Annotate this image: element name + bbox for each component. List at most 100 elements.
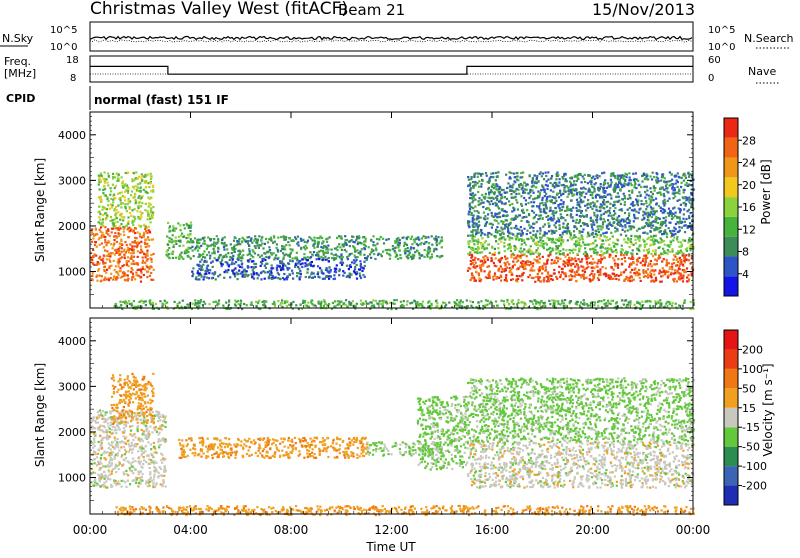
power-data-cell-7 [528,197,530,199]
power-data-cell-8 [228,300,230,302]
power-data-cell-6 [498,252,500,254]
power-data-cell-5 [671,263,673,265]
power-data-cell-7 [587,182,589,184]
power-data-cell-0 [104,249,106,251]
power-data-cell-5 [592,275,594,277]
power-data-cell-5 [492,253,494,255]
power-data-cell-7 [494,185,496,187]
power-data-cell-4 [333,278,335,280]
power-data-cell-8 [563,305,565,307]
power-data-cell-7 [624,226,626,228]
power-data-cell-1 [132,224,134,226]
power-data-cell-3 [324,256,326,258]
power-data-cell-0 [124,241,126,243]
power-data-cell-7 [484,215,486,217]
power-data-cell-5 [513,257,515,259]
power-data-cell-5 [482,262,484,264]
power-data-cell-5 [624,257,626,259]
power-data-cell-7 [499,186,501,188]
power-data-cell-4 [206,265,208,267]
power-data-cell-1 [141,175,143,177]
power-data-cell-4 [284,265,286,267]
power-data-cell-7 [681,177,683,179]
power-data-cell-7 [680,209,682,211]
power-data-cell-7 [609,193,611,195]
power-data-cell-5 [551,262,553,264]
power-data-cell-2 [181,233,183,235]
power-data-cell-4 [311,261,313,263]
power-data-cell-4 [204,261,206,263]
power-data-cell-2 [166,235,168,237]
power-data-cell-3 [327,238,329,240]
power-data-cell-1 [99,211,101,213]
power-data-cell-7 [507,230,509,232]
power-data-cell-6 [558,251,560,253]
power-data-cell-6 [639,236,641,238]
power-data-cell-4 [283,278,285,280]
power-data-cell-8 [208,303,210,305]
power-data-cell-0 [99,275,101,277]
power-data-cell-7 [471,201,473,203]
power-data-cell-7 [633,186,635,188]
power-data-cell-3 [372,235,374,237]
power-data-cell-7 [545,212,547,214]
power-data-cell-1 [98,221,100,223]
power-data-cell-7 [592,229,594,231]
power-data-cell-1 [127,203,129,205]
power-data-cell-5 [673,254,675,256]
power-data-cell-2 [168,247,170,249]
power-data-cell-0 [121,251,123,253]
power-data-cell-3 [289,237,291,239]
power-data-cell-7 [475,233,477,235]
power-data-cell-5 [674,272,676,274]
power-data-cell-0 [126,244,128,246]
power-data-cell-4 [211,277,213,279]
power-data-cell-7 [663,233,665,235]
power-data-cell-7 [561,184,563,186]
power-data-cell-3 [351,235,353,237]
power-data-cell-5 [564,256,566,258]
nsky-tick-bottom: 10^0 [50,42,77,53]
power-data-cell-7 [576,214,578,216]
power-data-cell-6 [524,242,526,244]
power-data-cell-3 [250,240,252,242]
power-data-cell-7 [543,234,545,236]
power-data-cell-7 [579,232,581,234]
power-data-cell-5 [538,261,540,263]
power-data-cell-7 [543,209,545,211]
power-data-cell-7 [604,192,606,194]
power-data-cell-3 [208,245,210,247]
power-data-cell-4 [253,273,255,275]
power-data-cell-3 [424,241,426,243]
power-data-cell-4 [333,274,335,276]
power-data-cell-8 [255,301,257,303]
power-data-cell-7 [593,212,595,214]
power-data-cell-6 [535,236,537,238]
power-data-cell-3 [389,249,391,251]
power-data-cell-5 [508,263,510,265]
power-data-cell-7 [498,207,500,209]
power-data-cell-1 [133,196,135,198]
power-data-cell-5 [542,265,544,267]
power-data-cell-7 [513,173,515,175]
power-data-cell-5 [680,263,682,265]
power-data-cell-6 [476,252,478,254]
power-data-cell-7 [579,197,581,199]
power-data-cell-3 [295,257,297,259]
power-data-cell-0 [104,226,106,228]
power-data-cell-6 [592,248,594,250]
power-data-cell-0 [101,236,103,238]
power-data-cell-8 [485,299,487,301]
power-data-cell-5 [620,274,622,276]
power-data-cell-0 [118,248,120,250]
cpid-text: normal (fast) 151 IF [94,93,229,107]
power-data-cell-1 [110,220,112,222]
power-data-cell-7 [646,189,648,191]
power-data-cell-8 [159,300,161,302]
power-data-cell-0 [100,231,102,233]
power-data-cell-0 [92,237,94,239]
power-data-cell-0 [91,241,93,243]
power-data-cell-5 [630,258,632,260]
power-data-cell-8 [243,303,245,305]
power-data-cell-1 [103,185,105,187]
